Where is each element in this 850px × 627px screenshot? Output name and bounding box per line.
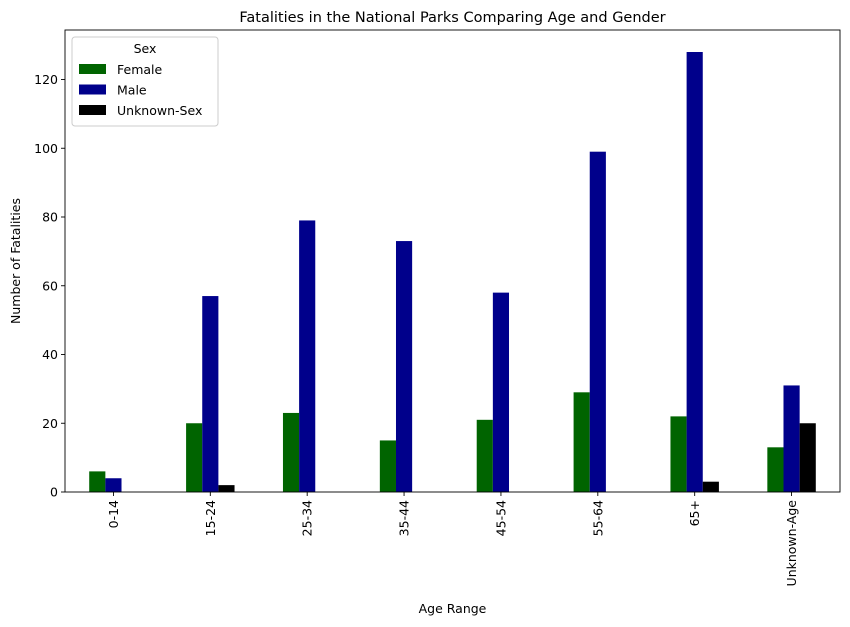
legend-swatch-female: [79, 64, 106, 74]
y-axis-ticks: 0 20 40 60 80 100 120: [34, 72, 65, 500]
legend-items: Female Male Unknown-Sex: [79, 62, 202, 118]
x-tick-label: 15-24: [203, 500, 218, 536]
bar-female-65+: [670, 416, 687, 493]
legend-label-female: Female: [117, 62, 163, 77]
chart-title: Fatalities in the National Parks Compari…: [239, 10, 665, 26]
x-axis-ticks: 0-14 15-24 25-34 35-44 45-54 55-64 65+ Unknown-…: [106, 492, 799, 586]
bar-male-65+: [686, 52, 703, 492]
bar-male-15-24: [202, 296, 219, 492]
x-tick-label: 55-64: [590, 500, 605, 536]
bar-female-unknown-age: [767, 447, 784, 492]
legend: Sex Female Male Unknown-Sex: [71, 36, 219, 127]
legend-label-unknown-sex: Unknown-Sex: [117, 103, 202, 118]
x-tick-label: Unknown-Age: [784, 500, 799, 587]
plot-frame: [64, 29, 841, 493]
legend-title: Sex: [134, 41, 157, 56]
y-axis-label: Number of Fatalities: [8, 198, 23, 324]
bar-male-unknown-age: [783, 385, 800, 492]
x-tick-label: 35-44: [397, 500, 412, 536]
x-tick-label: 45-54: [493, 500, 508, 536]
bar-male-55-64: [589, 151, 606, 492]
bar-female-55-64: [573, 392, 590, 492]
bar-female-25-34: [282, 412, 300, 492]
bar-female-0-14: [89, 471, 106, 493]
x-axis-label: Age Range: [419, 601, 487, 616]
legend-label-male: Male: [117, 83, 147, 98]
y-tick-label: 80: [42, 210, 58, 225]
y-tick-label: 20: [42, 416, 58, 431]
legend-frame: [71, 36, 219, 127]
y-tick-label: 100: [34, 141, 58, 156]
bar-male-25-34: [299, 220, 316, 492]
y-tick-label: 0: [50, 485, 58, 500]
x-tick-label: 65+: [687, 500, 702, 526]
bars-layer: [89, 52, 816, 493]
bar-unknown-sex-65+: [702, 481, 719, 492]
bar-male-35-44: [395, 241, 413, 492]
y-tick-label: 120: [34, 72, 58, 87]
bar-unknown-sex-15-24: [218, 485, 235, 493]
bar-female-15-24: [186, 423, 203, 492]
bar-unknown-sex-unknown-age: [799, 423, 816, 492]
x-tick-label: 25-34: [300, 500, 315, 536]
bar-female-35-44: [379, 440, 396, 492]
legend-swatch-unknown-sex: [79, 105, 106, 115]
bar-male-0-14: [105, 478, 122, 492]
bar-male-45-54: [492, 292, 510, 493]
y-tick-label: 60: [42, 278, 58, 293]
bar-female-45-54: [476, 419, 493, 492]
x-tick-label: 0-14: [106, 500, 121, 528]
y-tick-label: 40: [42, 347, 58, 362]
legend-swatch-male: [79, 84, 106, 95]
